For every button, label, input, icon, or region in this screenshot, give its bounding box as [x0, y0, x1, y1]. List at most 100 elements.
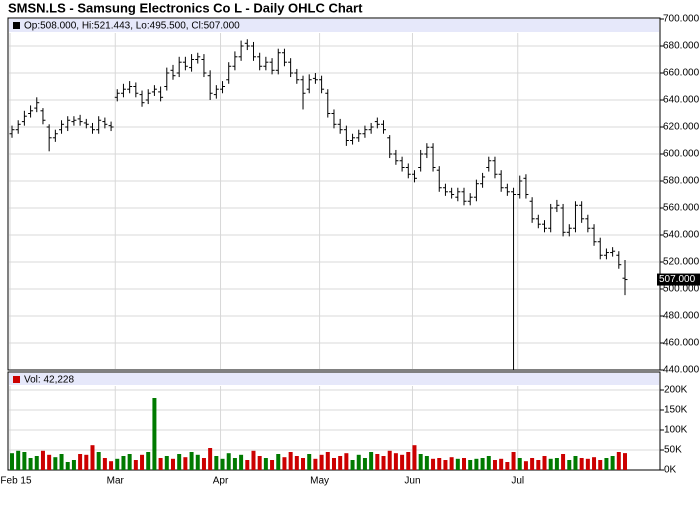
volume-bar — [276, 454, 281, 470]
volume-bar — [313, 458, 318, 470]
volume-bar — [517, 458, 522, 470]
volume-bar — [486, 456, 491, 470]
volume-bar — [548, 458, 553, 470]
volume-bar — [480, 458, 485, 470]
volume-bar — [170, 458, 175, 470]
volume-bar — [28, 458, 33, 470]
volume-bar — [109, 461, 114, 470]
volume-bar — [214, 456, 219, 470]
y-tick-label: 600.000 — [663, 149, 700, 160]
y-tick-label: 150K — [664, 405, 688, 416]
x-tick-label: Mar — [107, 476, 125, 487]
volume-bar — [604, 458, 609, 470]
volume-bar — [158, 458, 163, 470]
volume-bar — [536, 460, 541, 470]
volume-bar — [443, 460, 448, 470]
volume-bar — [288, 452, 293, 470]
volume-bar — [59, 454, 64, 470]
volume-bar — [554, 458, 559, 470]
volume-bar — [282, 457, 287, 470]
volume-bar — [16, 450, 21, 470]
volume-bar — [90, 445, 95, 470]
volume-bar — [356, 454, 361, 470]
volume-bar — [592, 457, 597, 470]
volume-bar — [406, 452, 411, 470]
y-tick-label: 640.000 — [663, 95, 700, 106]
volume-bar — [40, 450, 45, 470]
y-tick-label: 560.000 — [663, 203, 700, 214]
y-tick-label: 680.000 — [663, 41, 700, 52]
volume-bar — [47, 454, 52, 470]
volume-bar — [10, 453, 14, 470]
y-tick-label: 520.000 — [663, 257, 700, 268]
volume-bar — [195, 454, 200, 470]
volume-bar — [220, 458, 225, 470]
volume-bar — [387, 450, 392, 470]
volume-bar — [245, 460, 250, 470]
y-tick-label: 480.000 — [663, 311, 700, 322]
volume-bar — [96, 452, 101, 470]
volume-bar — [133, 460, 138, 470]
last-price-box — [657, 273, 700, 286]
price-panel — [7, 17, 661, 371]
volume-bar — [437, 458, 442, 470]
volume-bar — [115, 458, 120, 470]
volume-bar — [585, 458, 590, 470]
volume-bar — [257, 456, 262, 470]
volume-bar — [573, 456, 578, 470]
volume-bar — [164, 456, 169, 470]
volume-bar — [393, 453, 398, 470]
y-tick-label: 620.000 — [663, 122, 700, 133]
volume-legend-text: Vol: 42,228 — [24, 375, 74, 386]
volume-bar — [22, 452, 27, 470]
y-tick-label: 50K — [664, 445, 682, 456]
volume-bar — [270, 460, 275, 470]
legend-text: Op:508.000, Hi:521.443, Lo:495.500, Cl:5… — [24, 21, 240, 32]
volume-bar — [34, 456, 39, 470]
legend-swatch — [13, 22, 20, 29]
volume-bar — [344, 453, 349, 470]
volume-bar — [431, 458, 436, 470]
volume-bar — [400, 454, 405, 470]
volume-bar — [362, 458, 367, 470]
volume-bar — [78, 454, 83, 470]
volume-bar — [412, 445, 417, 470]
volume-bar — [375, 454, 380, 470]
volume-bar — [523, 461, 528, 470]
volume-bar — [232, 458, 237, 470]
volume-bar — [152, 398, 157, 470]
volume-bar — [462, 458, 467, 470]
volume-bar — [251, 450, 256, 470]
y-tick-label: 580.000 — [663, 176, 700, 187]
chart-title: SMSN.LS - Samsung Electronics Co L - Dai… — [8, 0, 363, 15]
y-tick-label: 500.000 — [663, 284, 700, 295]
volume-bar — [331, 458, 336, 470]
volume-bar — [579, 458, 584, 470]
volume-bar — [610, 456, 615, 470]
volume-bar — [598, 460, 603, 470]
volume-bar — [492, 460, 497, 470]
volume-bar — [616, 452, 621, 470]
y-tick-label: 540.000 — [663, 230, 700, 241]
y-tick-label: 460.000 — [663, 338, 700, 349]
volume-bar — [424, 456, 429, 470]
volume-bar — [325, 452, 330, 470]
x-tick-label: Jun — [404, 476, 420, 487]
volume-bar — [561, 454, 566, 470]
volume-bar — [350, 460, 355, 470]
volume-bar — [499, 458, 504, 470]
x-tick-label: May — [310, 476, 329, 487]
legend-bar — [9, 19, 659, 32]
x-tick-label: Apr — [213, 476, 229, 487]
y-tick-label: 440.000 — [663, 365, 700, 376]
x-tick-label: Feb 15 — [0, 476, 32, 487]
volume-legend-bar — [9, 373, 659, 385]
volume-bar — [455, 458, 460, 470]
volume-bar — [369, 452, 374, 470]
volume-bar — [511, 452, 516, 470]
volume-bar — [418, 454, 423, 470]
volume-bar — [146, 452, 151, 470]
volume-bar — [177, 454, 182, 470]
y-tick-label: 100K — [664, 425, 688, 436]
